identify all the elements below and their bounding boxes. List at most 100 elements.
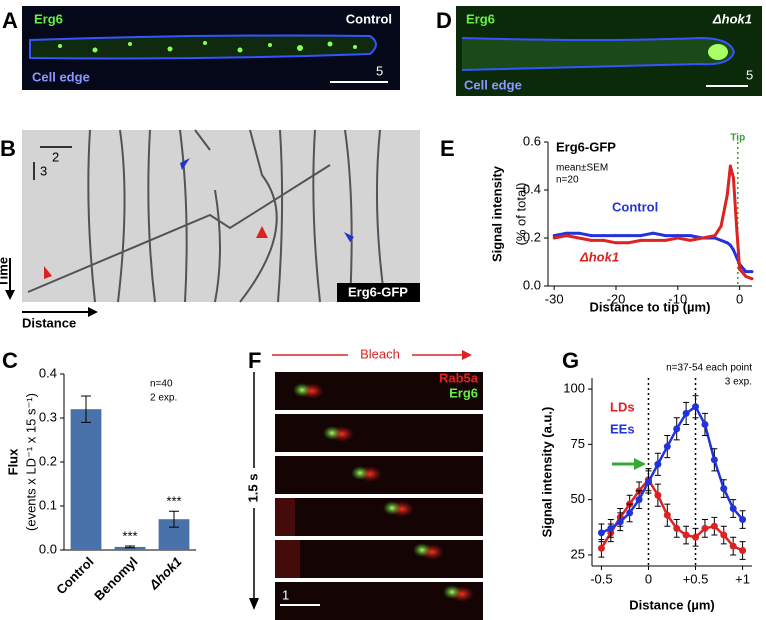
x-tick-label: -0.5 xyxy=(590,571,612,586)
chart-title: Erg6-GFP xyxy=(556,139,616,154)
data-point xyxy=(701,524,709,532)
data-point xyxy=(663,238,667,242)
channel-label: Erg6 xyxy=(466,11,495,26)
data-point xyxy=(692,533,700,541)
x-tick-label: Δhok1 xyxy=(146,554,185,593)
series-line xyxy=(600,477,744,552)
x-tick-label: -10 xyxy=(668,291,687,306)
y-tick-label: 0.0 xyxy=(523,277,541,292)
data-point xyxy=(719,224,723,228)
bleach-arrow xyxy=(272,346,472,364)
data-point xyxy=(639,234,643,238)
data-point xyxy=(720,485,728,493)
data-point xyxy=(626,241,630,245)
data-point xyxy=(728,164,732,168)
panel-letter: A xyxy=(2,8,18,33)
data-point xyxy=(676,236,680,240)
channel-label: Erg6 xyxy=(449,385,478,400)
note: n=20 xyxy=(556,175,579,186)
data-point xyxy=(731,248,735,252)
data-point xyxy=(614,234,618,238)
data-point xyxy=(644,478,652,486)
data-point xyxy=(744,270,748,274)
x-tick-label: Benomyl xyxy=(91,554,140,603)
data-point xyxy=(673,524,681,532)
legend-label: EEs xyxy=(610,421,635,436)
x-tick-label: -20 xyxy=(607,291,626,306)
data-point xyxy=(739,516,747,524)
data-point xyxy=(744,274,748,278)
y-axis-label: Flux xyxy=(5,448,20,475)
data-point xyxy=(565,231,569,235)
y-tick-label: 0.3 xyxy=(39,409,57,424)
scale-label: 3 xyxy=(40,163,47,178)
y-tick-label: 0.1 xyxy=(39,497,57,512)
data-point xyxy=(589,238,593,242)
scale-label: 5 xyxy=(746,67,753,82)
panel-letter: F xyxy=(248,348,261,373)
data-point xyxy=(731,176,735,180)
data-point xyxy=(577,236,581,240)
y-axis-label: (events x LD⁻¹ x 15 s⁻¹) xyxy=(23,393,38,531)
scale-label: 5 xyxy=(376,63,383,78)
y-tick-label: 25 xyxy=(571,546,585,561)
scale-label: 2 xyxy=(52,149,59,164)
x-tick-label: 0 xyxy=(736,291,743,306)
legend-label: Δhok1 xyxy=(579,249,619,264)
data-point xyxy=(701,420,709,428)
data-point xyxy=(701,236,705,240)
x-tick-label: Control xyxy=(53,554,96,597)
data-point xyxy=(688,238,692,242)
significance: *** xyxy=(166,494,181,509)
error-bar xyxy=(81,395,91,423)
note: 3 exp. xyxy=(725,377,752,388)
channel-label: Erg6 xyxy=(34,11,63,26)
panel-letter: C xyxy=(2,348,18,373)
time-label: 1.5 s xyxy=(245,474,260,503)
data-point xyxy=(626,234,630,238)
scale-label: 1 xyxy=(282,587,289,602)
note: n=37-54 each point xyxy=(666,363,752,374)
panel-letter: G xyxy=(562,348,579,373)
y-tick-label: 75 xyxy=(571,436,585,451)
legend-label: Control xyxy=(612,199,658,214)
data-point xyxy=(602,238,606,242)
y-tick-label: 0.2 xyxy=(523,229,541,244)
note: n=40 xyxy=(150,379,173,390)
y-tick-label: 0.2 xyxy=(39,453,57,468)
data-point xyxy=(750,277,754,281)
error-bar xyxy=(169,510,179,528)
data-point xyxy=(565,234,569,238)
data-point xyxy=(577,231,581,235)
arrow-head xyxy=(634,458,646,470)
data-point xyxy=(729,504,737,512)
data-point xyxy=(597,529,605,537)
kymograph xyxy=(5,129,420,317)
data-point xyxy=(739,547,747,555)
error-bar xyxy=(125,545,135,549)
data-point xyxy=(635,496,643,504)
panel-letter: D xyxy=(436,8,452,33)
data-point xyxy=(663,443,671,451)
edge-label: Cell edge xyxy=(32,69,90,84)
reference-label: Tip xyxy=(730,133,745,144)
y-axis-label: Signal intensity (a.u.) xyxy=(539,407,554,538)
kymograph-label: Erg6-GFP xyxy=(348,284,408,299)
bar xyxy=(114,546,146,550)
axis-label: Distance xyxy=(22,315,76,330)
panel-letter: E xyxy=(440,136,455,161)
y-tick-label: 0.4 xyxy=(39,365,57,380)
note: mean±SEM xyxy=(556,163,608,174)
data-point xyxy=(673,425,681,433)
y-tick-label: 100 xyxy=(563,380,585,395)
data-point xyxy=(626,509,634,517)
data-point xyxy=(654,491,662,499)
data-point xyxy=(682,409,690,417)
y-axis-label: (% of total) xyxy=(513,183,528,246)
condition-label: Control xyxy=(346,11,392,26)
data-point xyxy=(597,544,605,552)
data-point xyxy=(616,518,624,526)
data-point xyxy=(676,234,680,238)
x-tick-label: +1 xyxy=(735,571,750,586)
